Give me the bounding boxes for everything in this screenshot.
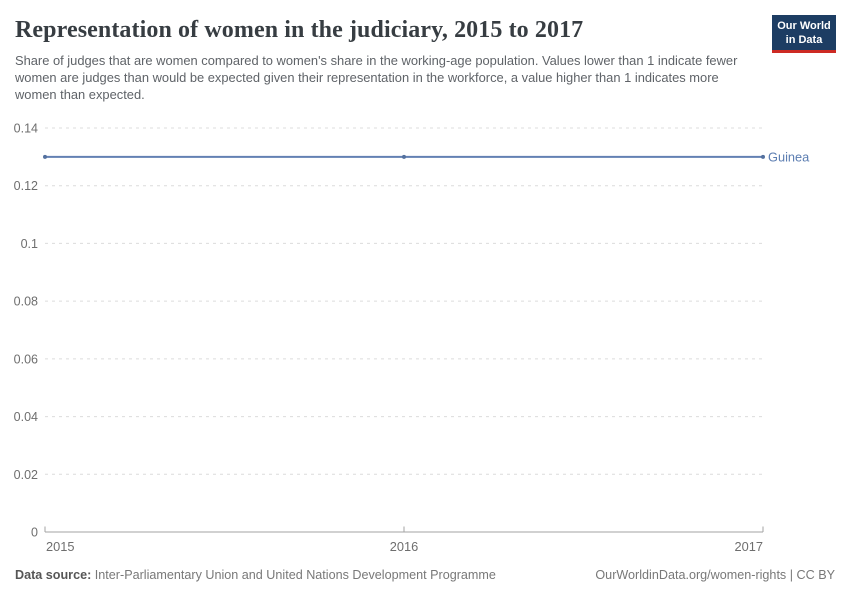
- page-title: Representation of women in the judiciary…: [15, 17, 584, 43]
- chart-footer: Data source: Inter-Parliamentary Union a…: [15, 568, 835, 582]
- y-axis-tick-label: 0.04: [14, 410, 38, 424]
- owid-logo: Our World in Data: [772, 15, 836, 54]
- data-source: Data source: Inter-Parliamentary Union a…: [15, 568, 496, 582]
- y-axis-tick-label: 0.08: [14, 295, 38, 309]
- data-source-text: Inter-Parliamentary Union and United Nat…: [91, 568, 496, 582]
- y-axis-tick-label: 0.02: [14, 468, 38, 482]
- series-label[interactable]: Guinea: [768, 149, 810, 164]
- x-axis-tick-label: 2017: [735, 539, 763, 554]
- y-axis-tick-label: 0.12: [14, 179, 38, 193]
- y-axis-tick-label: 0: [31, 526, 38, 540]
- data-point[interactable]: [761, 154, 765, 159]
- owid-logo-line2: in Data: [785, 34, 823, 47]
- y-axis-tick-label: 0.06: [14, 352, 38, 366]
- x-axis-tick-label: 2016: [390, 539, 418, 554]
- chart-header: Representation of women in the judiciary…: [0, 0, 850, 103]
- x-axis-tick-label: 2015: [46, 539, 74, 554]
- data-source-label: Data source:: [15, 568, 92, 582]
- owid-link[interactable]: OurWorldinData.org/women-rights | CC BY: [595, 568, 835, 582]
- owid-logo-line1: Our World: [777, 20, 831, 32]
- data-point[interactable]: [43, 154, 47, 159]
- data-point[interactable]: [402, 154, 406, 159]
- y-axis-tick-label: 0.1: [21, 237, 38, 251]
- chart-subtitle: Share of judges that are women compared …: [15, 52, 738, 102]
- line-chart: 0 0.02 0.04 0.06 0.08 0.1 0.12 0.14 2015 2016 2017…: [14, 122, 810, 555]
- y-axis-tick-label: 0.14: [14, 122, 38, 136]
